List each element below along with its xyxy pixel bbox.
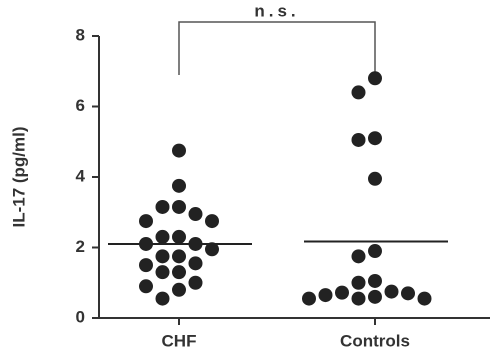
data-point xyxy=(172,249,186,264)
y-tick-label: 0 xyxy=(76,307,85,326)
data-point xyxy=(155,291,170,306)
data-point xyxy=(417,291,432,306)
y-tick-label: 6 xyxy=(76,96,85,115)
data-point xyxy=(155,249,170,264)
data-point xyxy=(351,85,366,100)
data-point xyxy=(401,286,415,301)
data-point xyxy=(335,285,349,300)
data-point xyxy=(351,275,366,290)
data-point xyxy=(368,289,382,304)
data-point xyxy=(139,214,153,229)
x-tick-label: CHF xyxy=(162,331,197,350)
bracket xyxy=(178,21,376,75)
data-point xyxy=(155,265,170,280)
data-point xyxy=(368,244,382,259)
data-point xyxy=(368,131,382,146)
data-point xyxy=(188,275,203,290)
data-point xyxy=(351,291,366,306)
data-point xyxy=(302,291,316,306)
data-point xyxy=(205,214,219,229)
y-tick-label: 8 xyxy=(76,25,85,44)
data-point xyxy=(368,273,382,288)
y-tick-label: 4 xyxy=(76,166,86,185)
data-point xyxy=(155,229,170,244)
data-point xyxy=(172,178,186,193)
data-point xyxy=(139,258,153,273)
data-point xyxy=(188,256,203,271)
data-point xyxy=(172,199,186,214)
data-point xyxy=(351,132,366,147)
data-point xyxy=(172,282,186,297)
data-point xyxy=(172,143,186,158)
data-point xyxy=(368,71,382,86)
data-point xyxy=(139,279,153,294)
data-point xyxy=(172,229,186,244)
annotation: n.s. xyxy=(254,1,299,20)
data-point xyxy=(205,242,219,257)
data-point xyxy=(155,199,170,214)
data-point xyxy=(368,171,382,186)
data-point xyxy=(188,207,203,222)
data-point xyxy=(318,288,333,303)
x-tick-label: Controls xyxy=(340,331,410,350)
data-point xyxy=(351,249,366,264)
data-point xyxy=(384,284,399,299)
y-axis-label: IL-17 (pg/ml) xyxy=(9,126,28,227)
data-point xyxy=(172,265,186,280)
y-tick-label: 2 xyxy=(76,237,85,256)
